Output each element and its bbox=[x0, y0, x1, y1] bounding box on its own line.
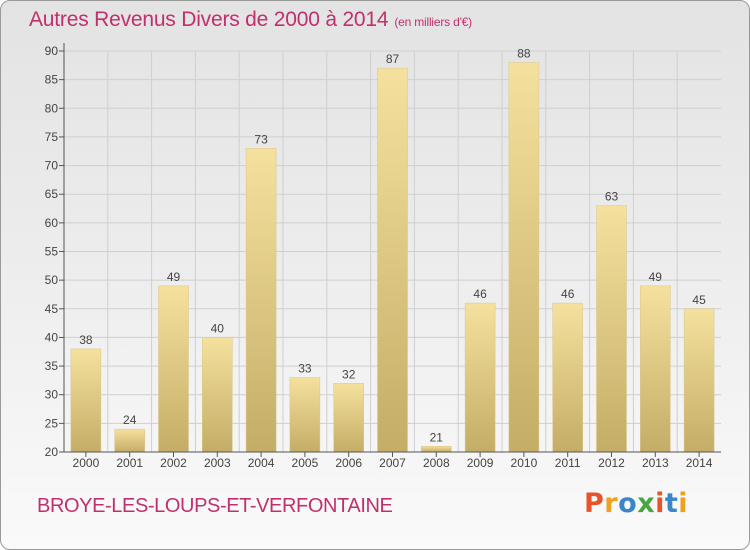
y-tick-label: 55 bbox=[45, 245, 59, 259]
bar bbox=[245, 148, 277, 453]
bar bbox=[114, 428, 145, 453]
bar bbox=[158, 285, 189, 453]
x-tick-label: 2012 bbox=[598, 456, 625, 470]
data-label: 49 bbox=[649, 270, 663, 284]
logo-letter: i bbox=[655, 488, 665, 519]
data-label: 87 bbox=[386, 52, 400, 66]
axes bbox=[59, 43, 721, 457]
x-tick-label: 2002 bbox=[160, 456, 187, 470]
y-tick-label: 35 bbox=[45, 359, 59, 373]
data-labels: 38 24 49 40 73 33 32 87 21 46 88 46 63 49 45 bbox=[79, 46, 706, 444]
x-tick-label: 2008 bbox=[423, 456, 450, 470]
commune-name: BROYE-LES-LOUPS-ET-VERFONTAINE bbox=[37, 495, 393, 517]
x-tick-labels: 2000 2001 2002 2003 2004 2005 2006 2007 2008 2009… bbox=[73, 456, 713, 470]
x-tick-label: 2007 bbox=[379, 456, 406, 470]
proxiti-logo: Proxiti bbox=[584, 488, 688, 519]
y-tick-label: 75 bbox=[45, 130, 59, 144]
data-label: 73 bbox=[254, 132, 268, 146]
y-tick-labels: 20 25 30 35 40 45 50 55 60 65 70 75 80 85 90 bbox=[45, 44, 59, 459]
x-tick-label: 2000 bbox=[73, 456, 100, 470]
x-tick-label: 2004 bbox=[248, 456, 275, 470]
logo-letter: o bbox=[618, 488, 638, 519]
y-tick-label: 50 bbox=[45, 273, 59, 287]
bar bbox=[508, 62, 540, 453]
y-tick-label: 20 bbox=[45, 445, 59, 459]
bar bbox=[683, 308, 715, 453]
data-label: 32 bbox=[342, 367, 356, 381]
x-tick-label: 2013 bbox=[642, 456, 669, 470]
y-tick-label: 25 bbox=[45, 416, 59, 430]
bar bbox=[70, 348, 102, 453]
x-tick-label: 2001 bbox=[116, 456, 143, 470]
data-label: 49 bbox=[167, 270, 181, 284]
data-label: 40 bbox=[211, 321, 225, 335]
data-label: 63 bbox=[605, 190, 619, 204]
bar bbox=[464, 302, 496, 453]
x-tick-label: 2003 bbox=[204, 456, 231, 470]
data-label: 46 bbox=[561, 287, 575, 301]
data-label: 21 bbox=[430, 430, 444, 444]
y-tick-label: 30 bbox=[45, 388, 59, 402]
data-label: 33 bbox=[298, 362, 312, 376]
chart-title: Autres Revenus Divers de 2000 à 2014 (en … bbox=[29, 8, 472, 32]
y-tick-label: 45 bbox=[45, 302, 59, 316]
x-tick-label: 2005 bbox=[292, 456, 319, 470]
x-tick-label: 2006 bbox=[335, 456, 362, 470]
y-tick-label: 70 bbox=[45, 159, 59, 173]
bar bbox=[333, 383, 364, 453]
logo-letter: P bbox=[584, 488, 605, 519]
y-tick-label: 60 bbox=[45, 216, 59, 230]
data-label: 24 bbox=[123, 413, 137, 427]
x-tick-label: 2014 bbox=[686, 456, 713, 470]
bar bbox=[202, 337, 233, 453]
chart-title-text: Autres Revenus Divers de 2000 à 2014 bbox=[29, 8, 389, 31]
data-label: 88 bbox=[517, 46, 531, 60]
data-label: 46 bbox=[473, 287, 487, 301]
x-tick-label: 2009 bbox=[467, 456, 494, 470]
bar bbox=[289, 377, 321, 453]
chart-title-unit: (en milliers d'€) bbox=[394, 15, 472, 29]
bars bbox=[70, 62, 715, 453]
logo-letter: i bbox=[678, 488, 689, 519]
y-tick-label: 90 bbox=[45, 44, 59, 58]
y-tick-label: 85 bbox=[45, 73, 59, 87]
logo-letter: x bbox=[637, 488, 656, 519]
y-tick-label: 80 bbox=[45, 101, 59, 115]
bar bbox=[640, 285, 671, 453]
x-tick-label: 2011 bbox=[555, 456, 581, 470]
data-label: 45 bbox=[692, 293, 706, 307]
bar bbox=[552, 302, 583, 453]
x-tick-label: 2010 bbox=[511, 456, 538, 470]
data-label: 38 bbox=[79, 333, 93, 347]
y-tick-label: 65 bbox=[45, 187, 59, 201]
logo-letter: t bbox=[664, 488, 679, 519]
bar bbox=[377, 67, 408, 453]
bar bbox=[421, 446, 452, 453]
logo-letter: r bbox=[604, 488, 619, 519]
bar bbox=[596, 205, 627, 453]
y-tick-label: 40 bbox=[45, 330, 59, 344]
